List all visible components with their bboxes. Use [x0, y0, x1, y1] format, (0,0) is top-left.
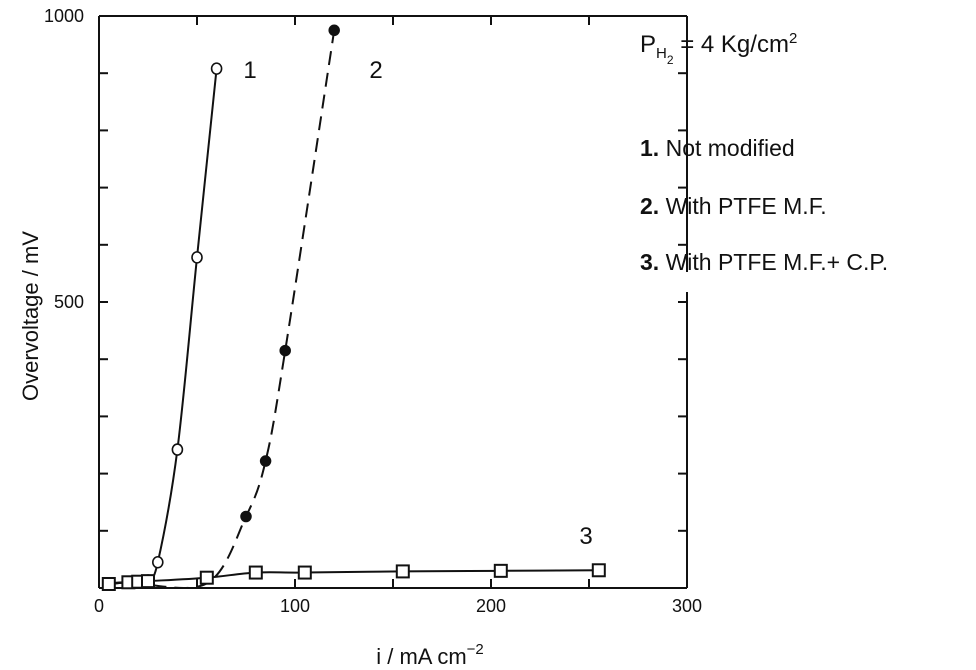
data-point-series-3: [101, 576, 116, 591]
tick-labels: 0 100 200 300 500 1000: [44, 6, 702, 616]
data-point-series-1: [191, 251, 203, 264]
legend-item-3-label: With PTFE M.F.+ C.P.: [659, 249, 889, 275]
series-markers: [101, 24, 606, 591]
x-axis-label-text: i / mA cm: [376, 644, 466, 669]
plot-frame: [98, 15, 688, 589]
x-tick-label: 300: [672, 596, 702, 616]
series-line-1: [108, 68, 218, 585]
data-point-series-3: [199, 570, 214, 585]
data-point-series-3: [493, 563, 508, 578]
data-point-series-3: [297, 565, 312, 580]
legend-item-2: 2. With PTFE M.F.: [640, 193, 827, 220]
legend-item-3: 3. With PTFE M.F.+ C.P.: [640, 249, 888, 276]
curve-label-1: 1: [243, 57, 256, 84]
data-point-series-1: [171, 443, 184, 456]
curve-label-3: 3: [579, 523, 592, 550]
condition-prefix: P: [640, 31, 657, 58]
curve-labels: 1 2 3: [243, 57, 592, 550]
legend-item-2-num: 2.: [640, 193, 660, 219]
series-line-3: [108, 569, 599, 585]
legend-item-3-num: 3.: [640, 249, 660, 275]
data-point-series-3: [248, 565, 263, 580]
condition-sup: 2: [788, 30, 798, 47]
data-point-series-3: [141, 574, 155, 589]
axis-ticks: [99, 15, 687, 588]
y-axis-label: Overvoltage / mV: [18, 231, 43, 401]
legend-item-1: 1. Not modified: [640, 135, 795, 162]
legend-condition: PH2 = 4 Kg/cm2: [640, 30, 797, 67]
data-point-series-3: [591, 563, 606, 578]
series-curves: [108, 30, 599, 589]
data-point-series-2: [259, 455, 272, 467]
x-tick-label: 0: [94, 596, 104, 616]
legend-item-2-label: With PTFE M.F.: [659, 193, 827, 219]
data-point-series-2: [240, 510, 252, 523]
data-point-series-3: [395, 564, 410, 579]
x-tick-label: 200: [476, 596, 506, 616]
series-line-2: [108, 30, 336, 589]
y-tick-label: 500: [54, 292, 84, 312]
condition-subsub: 2: [666, 53, 674, 67]
data-point-series-1: [210, 62, 223, 75]
condition-eq: = 4 Kg/cm: [673, 31, 789, 58]
x-axis-label-exponent: −2: [467, 641, 484, 658]
data-point-series-2: [279, 344, 291, 357]
condition-sub: H: [656, 45, 667, 62]
x-tick-label: 100: [280, 596, 310, 616]
curve-label-2: 2: [369, 57, 382, 84]
legend-item-1-num: 1.: [640, 135, 660, 161]
x-axis-label: i / mA cm−2: [376, 641, 484, 669]
data-point-series-2: [328, 24, 340, 37]
legend-item-1-label: Not modified: [659, 135, 795, 161]
y-tick-label: 1000: [44, 6, 84, 26]
data-point-series-1: [152, 555, 164, 569]
